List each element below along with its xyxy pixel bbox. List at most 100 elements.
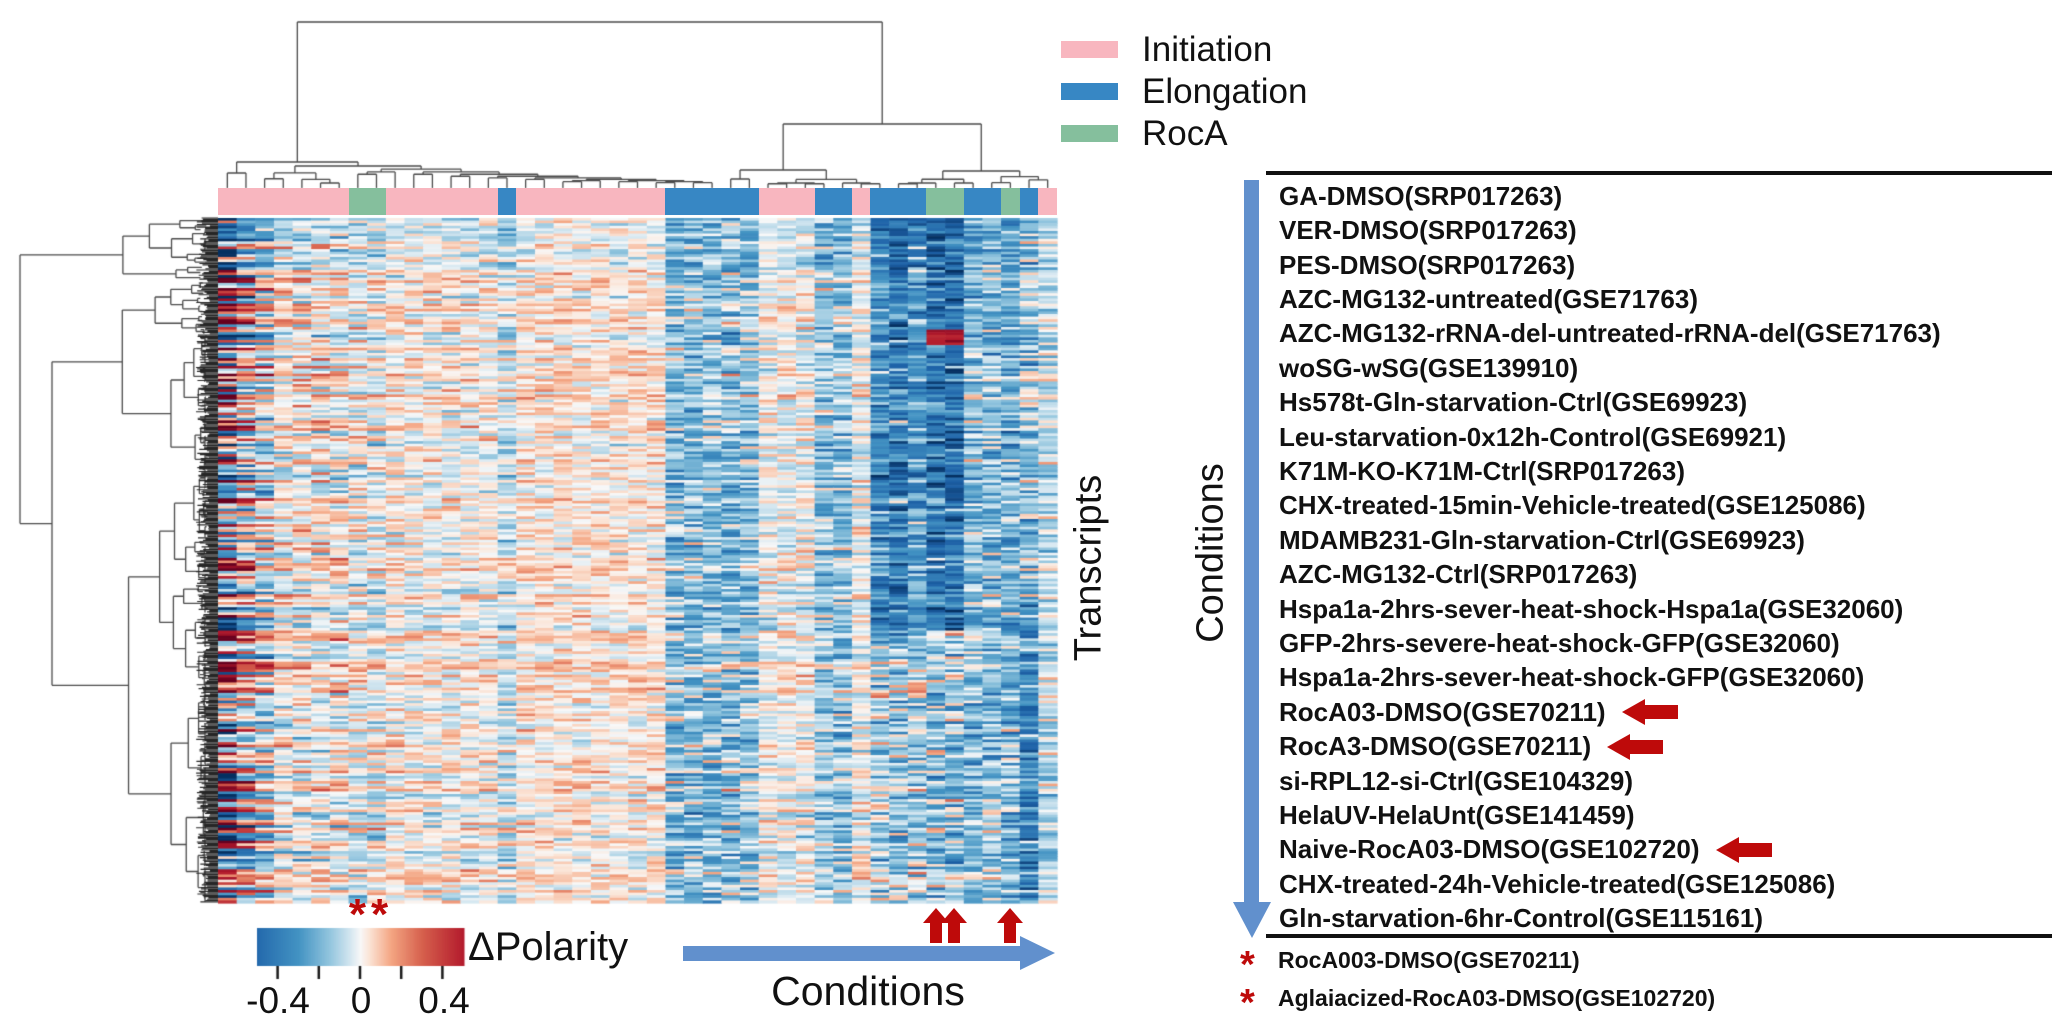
condition-list-item: RocA3-DMSO(GSE70211) <box>1279 730 2058 764</box>
up-arrow-shaft <box>948 923 961 943</box>
condition-label: Hs578t-Gln-starvation-Ctrl(GSE69923) <box>1279 387 1748 418</box>
colorbar-tick-label: -0.4 <box>246 980 310 1021</box>
condition-label: K71M-KO-K71M-Ctrl(SRP017263) <box>1279 455 1685 486</box>
column-annotation-segment <box>814 188 852 215</box>
condition-label: PES-DMSO(SRP017263) <box>1279 249 1576 280</box>
condition-list-bottom-rule <box>1266 934 2052 938</box>
up-arrow-shaft <box>1004 923 1017 943</box>
up-arrow-icon <box>997 908 1024 943</box>
up-arrowhead-icon <box>941 908 968 923</box>
condition-label: woSG-wSG(GSE139910) <box>1279 352 1579 383</box>
up-arrow-shaft <box>929 923 942 943</box>
condition-label: GA-DMSO(SRP017263) <box>1279 180 1563 211</box>
row-axis-label: Transcripts <box>1067 474 1110 662</box>
legend-color-swatch <box>1061 125 1118 142</box>
up-arrow-icon <box>941 908 968 943</box>
condition-label: GFP-2hrs-severe-heat-shock-GFP(GSE32060) <box>1279 627 1840 658</box>
conditions-bottom-arrowhead-icon <box>1020 936 1055 970</box>
footnote-item: * RocA003-DMSO(GSE70211) <box>1240 941 1715 986</box>
left-arrowhead-icon <box>1715 836 1739 863</box>
condition-label: RocA03-DMSO(GSE70211) <box>1279 696 1606 727</box>
condition-label: HelaUV-HelaUnt(GSE141459) <box>1279 800 1635 831</box>
colorbar-title: ΔPolarity <box>468 925 629 969</box>
column-annotation-segment <box>385 188 498 215</box>
condition-list-item: AZC-MG132-Ctrl(SRP017263) <box>1279 557 2058 591</box>
condition-label: si-RPL12-si-Ctrl(GSE104329) <box>1279 765 1634 796</box>
condition-list-item: Gln-starvation-6hr-Control(GSE115161) <box>1279 902 2058 936</box>
condition-list-item: K71M-KO-K71M-Ctrl(SRP017263) <box>1279 454 2058 488</box>
colorbar-tick-label: 0 <box>350 980 372 1021</box>
condition-label: MDAMB231-Gln-starvation-Ctrl(GSE69923) <box>1279 524 1805 555</box>
asterisk-icon: * <box>1240 982 1255 1024</box>
column-annotation-segment <box>963 188 1001 215</box>
conditions-axis-arrow-icon <box>1244 180 1259 904</box>
condition-label: CHX-treated-15min-Vehicle-treated(GSE125… <box>1279 490 1866 521</box>
conditions-axis-label-right: Conditions <box>1189 463 1232 643</box>
left-arrowhead-icon <box>1621 699 1645 726</box>
condition-label: Hspa1a-2hrs-sever-heat-shock-Hspa1a(GSE3… <box>1279 593 1904 624</box>
legend-color-swatch <box>1061 83 1118 100</box>
left-arrow-shaft <box>1630 739 1664 754</box>
condition-list-item: Hs578t-Gln-starvation-Ctrl(GSE69923) <box>1279 385 2058 419</box>
col-axis-label: Conditions <box>771 968 965 1014</box>
column-annotation-bar <box>218 188 1057 215</box>
condition-list-item: VER-DMSO(SRP017263) <box>1279 213 2058 247</box>
left-arrowhead-icon <box>1607 733 1631 760</box>
footnote-label: RocA003-DMSO(GSE70211) <box>1278 946 1580 973</box>
condition-label: VER-DMSO(SRP017263) <box>1279 215 1577 246</box>
condition-label: AZC-MG132-untreated(GSE71763) <box>1279 283 1698 314</box>
condition-label: AZC-MG132-rRNA-del-untreated-rRNA-del(GS… <box>1279 318 1941 349</box>
condition-list-item: RocA03-DMSO(GSE70211) <box>1279 695 2058 729</box>
condition-list-item: GFP-2hrs-severe-heat-shock-GFP(GSE32060) <box>1279 626 2058 660</box>
condition-label: RocA3-DMSO(GSE70211) <box>1279 731 1592 762</box>
legend-item-label: Elongation <box>1142 72 1308 111</box>
column-annotation-segment <box>758 188 815 215</box>
condition-list-item: PES-DMSO(SRP017263) <box>1279 248 2058 282</box>
column-annotation-segment <box>1038 188 1057 215</box>
column-annotation-segment <box>348 188 386 215</box>
conditions-axis-arrowhead-icon <box>1233 902 1271 938</box>
legend-color-swatch <box>1061 41 1118 58</box>
condition-list-item: Hspa1a-2hrs-sever-heat-shock-Hspa1a(GSE3… <box>1279 592 2058 626</box>
condition-list-item: AZC-MG132-rRNA-del-untreated-rRNA-del(GS… <box>1279 317 2058 351</box>
condition-list-top-rule <box>1266 171 2052 175</box>
column-annotation-segment <box>1000 188 1020 215</box>
left-arrow-shaft <box>1738 842 1772 857</box>
legend-item: Initiation <box>1061 32 1307 67</box>
column-annotation-segment <box>665 188 759 215</box>
condition-list: GA-DMSO(SRP017263) VER-DMSO(SRP017263) P… <box>1279 179 2058 936</box>
legend-item: RocA <box>1061 116 1307 151</box>
condition-list-item: CHX-treated-15min-Vehicle-treated(GSE125… <box>1279 489 2058 523</box>
column-annotation-segment <box>870 188 927 215</box>
condition-label: Naive-RocA03-DMSO(GSE102720) <box>1279 834 1700 865</box>
column-annotation-segment <box>926 188 964 215</box>
asterisk-icon: * <box>1240 944 1255 986</box>
condition-list-item: GA-DMSO(SRP017263) <box>1279 179 2058 213</box>
left-arrow-icon <box>1607 733 1664 760</box>
condition-label: Leu-starvation-0x12h-Control(GSE69921) <box>1279 421 1787 452</box>
condition-label: AZC-MG132-Ctrl(SRP017263) <box>1279 559 1638 590</box>
condition-label: CHX-treated-24h-Vehicle-treated(GSE12508… <box>1279 868 1836 899</box>
left-arrow-icon <box>1715 836 1772 863</box>
up-arrowhead-icon <box>997 908 1024 923</box>
legend-item-label: Initiation <box>1142 30 1273 69</box>
legend-item-label: RocA <box>1142 114 1228 153</box>
legend-item: Elongation <box>1061 74 1307 109</box>
significance-marker: ** <box>348 890 394 939</box>
column-annotation-segment <box>851 188 871 215</box>
condition-list-item: woSG-wSG(GSE139910) <box>1279 351 2058 385</box>
condition-label: Gln-starvation-6hr-Control(GSE115161) <box>1279 903 1763 934</box>
column-annotation-segment <box>218 188 349 215</box>
left-arrow-icon <box>1621 699 1678 726</box>
column-annotation-segment <box>516 188 666 215</box>
footnote-list: * RocA003-DMSO(GSE70211) * Aglaiacized-R… <box>1240 941 1715 1024</box>
condition-label: Hspa1a-2hrs-sever-heat-shock-GFP(GSE3206… <box>1279 662 1865 693</box>
condition-list-item: Naive-RocA03-DMSO(GSE102720) <box>1279 833 2058 867</box>
column-annotation-segment <box>1019 188 1039 215</box>
footnote-item: * Aglaiacized-RocA03-DMSO(GSE102720) <box>1240 979 1715 1024</box>
annotation-legend: Initiation Elongation RocA <box>1061 32 1307 158</box>
condition-list-item: CHX-treated-24h-Vehicle-treated(GSE12508… <box>1279 867 2058 901</box>
condition-list-item: MDAMB231-Gln-starvation-Ctrl(GSE69923) <box>1279 523 2058 557</box>
column-annotation-segment <box>497 188 517 215</box>
